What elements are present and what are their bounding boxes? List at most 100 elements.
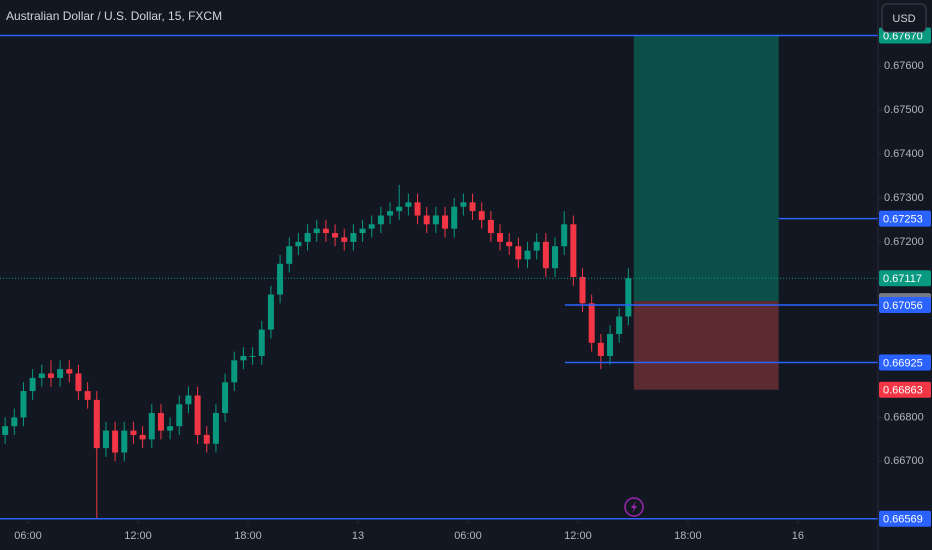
candle-body bbox=[387, 211, 394, 216]
candle-body bbox=[102, 430, 109, 449]
time-axis-panel bbox=[0, 521, 878, 550]
x-tick-label: 16 bbox=[792, 530, 804, 542]
candle-body bbox=[478, 211, 485, 220]
candle-body bbox=[286, 246, 293, 264]
candle-body bbox=[423, 215, 430, 225]
price-tag-label: 0.66863 bbox=[883, 385, 923, 397]
candle-body bbox=[258, 329, 265, 356]
candle-body bbox=[84, 391, 91, 400]
x-tick-label: 06:00 bbox=[14, 530, 42, 542]
candle-body bbox=[38, 373, 45, 378]
price-tag bbox=[879, 381, 931, 398]
candle-body bbox=[487, 219, 494, 234]
candle-body bbox=[341, 237, 348, 242]
candle-body bbox=[414, 202, 421, 216]
candle-body bbox=[66, 369, 73, 374]
stop-zone bbox=[633, 301, 779, 390]
y-tick-label: 0.67600 bbox=[884, 60, 924, 72]
candle-body bbox=[130, 430, 137, 435]
candle-body bbox=[561, 224, 568, 247]
candle-body bbox=[47, 373, 54, 378]
x-tick-label: 18:00 bbox=[674, 530, 702, 542]
candle-body bbox=[377, 215, 384, 225]
event-icon bbox=[624, 497, 644, 517]
candle-body bbox=[497, 233, 504, 242]
price-tag-label: 0.67117 bbox=[883, 273, 922, 285]
candle-body bbox=[93, 399, 100, 449]
candle-body bbox=[533, 241, 540, 251]
candle-body bbox=[167, 426, 174, 431]
candle-body bbox=[597, 342, 604, 356]
candle-body bbox=[29, 377, 36, 392]
candle-body bbox=[552, 246, 559, 269]
candle-body bbox=[148, 413, 155, 440]
candle-body bbox=[203, 434, 210, 444]
candle-body bbox=[222, 382, 229, 414]
candle-body bbox=[267, 294, 274, 330]
candle-body bbox=[625, 278, 632, 317]
candle-body bbox=[515, 246, 522, 260]
candle-body bbox=[432, 215, 439, 225]
target-zone bbox=[633, 35, 779, 302]
y-tick-label: 0.66700 bbox=[884, 455, 924, 467]
candle-body bbox=[240, 355, 247, 361]
chart-title: Australian Dollar / U.S. Dollar, 15, FXC… bbox=[6, 9, 222, 23]
candle-body bbox=[75, 373, 82, 392]
x-tick-label: 12:00 bbox=[564, 530, 592, 542]
candle-body bbox=[350, 233, 357, 242]
candle-body bbox=[11, 417, 18, 427]
candle-body bbox=[607, 334, 614, 356]
candle-body bbox=[139, 434, 146, 440]
candle-body bbox=[542, 241, 549, 269]
candle-body bbox=[579, 276, 586, 304]
event-icon-bolt bbox=[631, 501, 637, 513]
candle-body bbox=[176, 404, 183, 427]
y-tick-label: 0.67400 bbox=[884, 148, 924, 160]
candle-body bbox=[57, 369, 64, 378]
candle-body bbox=[212, 413, 219, 444]
candle-body bbox=[469, 202, 476, 212]
candle-body bbox=[588, 303, 595, 343]
candle-body bbox=[616, 316, 623, 335]
candle-body bbox=[451, 206, 458, 229]
candle-body bbox=[313, 228, 320, 234]
price-tag bbox=[879, 354, 931, 371]
candle-body bbox=[405, 202, 412, 207]
price-tag-label: 0.66925 bbox=[883, 357, 923, 369]
candle-body bbox=[231, 360, 238, 383]
candle-body bbox=[194, 395, 201, 435]
candle-body bbox=[2, 426, 9, 435]
y-tick-label: 0.66800 bbox=[884, 411, 924, 423]
candle-body bbox=[570, 224, 577, 277]
candle-body bbox=[396, 206, 403, 212]
candle-body bbox=[121, 430, 128, 453]
candle-body bbox=[322, 228, 329, 234]
candle-body bbox=[359, 228, 366, 234]
price-tag-label: 0.67253 bbox=[883, 213, 923, 225]
candle-body bbox=[20, 391, 27, 418]
candle-body bbox=[112, 430, 119, 453]
candle-body bbox=[277, 263, 284, 295]
x-tick-label: 13 bbox=[352, 530, 364, 542]
candle-body bbox=[524, 250, 531, 260]
candle-body bbox=[295, 241, 302, 247]
candle-body bbox=[249, 355, 256, 357]
y-tick-label: 0.67500 bbox=[884, 104, 924, 116]
price-tag-label: 0.67670 bbox=[883, 30, 923, 42]
candle-body bbox=[442, 215, 449, 229]
candle-body bbox=[332, 233, 339, 238]
x-tick-label: 18:00 bbox=[234, 530, 262, 542]
y-tick-label: 0.67200 bbox=[884, 236, 924, 248]
y-tick-label: 0.67300 bbox=[884, 192, 924, 204]
candle-body bbox=[506, 241, 513, 247]
price-tag-label: 0.66569 bbox=[883, 514, 923, 526]
price-tag bbox=[879, 510, 931, 527]
candle-body bbox=[304, 233, 311, 242]
candle-body bbox=[368, 224, 375, 229]
currency-button[interactable] bbox=[881, 3, 927, 33]
candle-body bbox=[460, 202, 467, 207]
candle-body bbox=[185, 395, 192, 405]
price-tag bbox=[879, 210, 931, 227]
price-tag-label: 0.67056 bbox=[883, 300, 923, 312]
